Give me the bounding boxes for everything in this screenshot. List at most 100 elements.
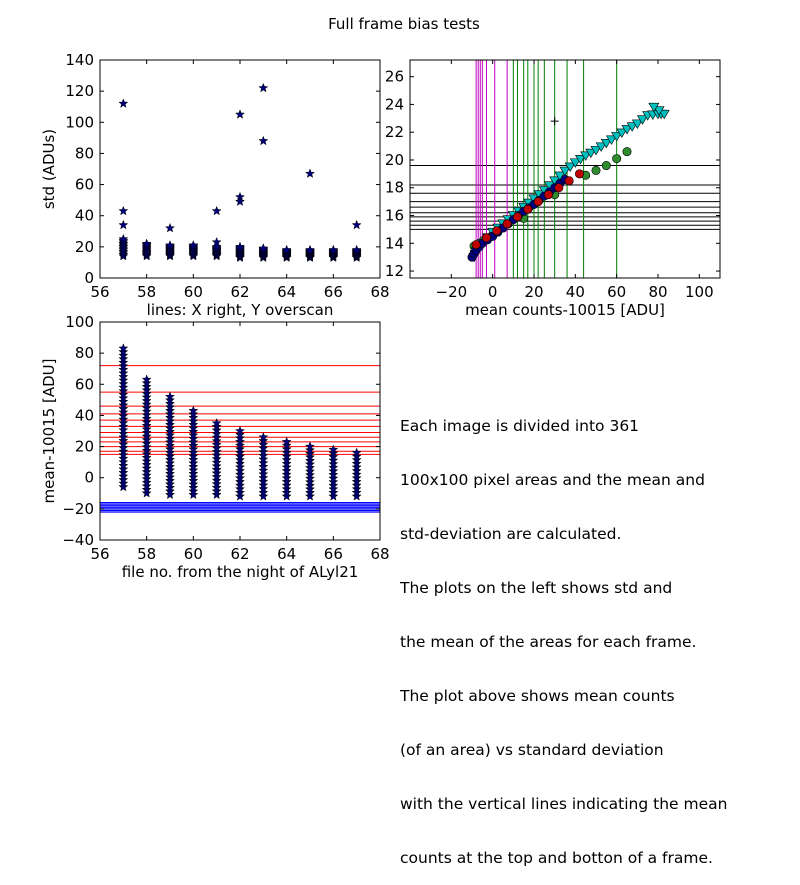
x-tick-label: 0: [488, 283, 498, 301]
data-point: [141, 477, 152, 487]
data-point: [258, 461, 269, 472]
data-point: [234, 472, 246, 483]
data-point: [118, 449, 129, 460]
data-point: [118, 205, 129, 216]
x-tick-label: 60: [607, 283, 626, 301]
data-point: [281, 465, 292, 476]
data-point: [611, 132, 623, 142]
data-point: [188, 436, 199, 447]
y-tick-label: 14: [385, 234, 404, 252]
subplot-1: 56 58 60 62 64 66 68 0 20 40 60 80 100 120 140 lines: X…: [40, 51, 390, 319]
y-tick-label: 80: [75, 144, 94, 162]
data-point: [328, 483, 339, 494]
data-point: [188, 468, 199, 479]
data-point: [512, 212, 522, 222]
data-point: [533, 197, 543, 207]
data-point: [591, 165, 601, 175]
data-point: [304, 455, 316, 466]
data-point: [141, 480, 152, 491]
data-point: [304, 487, 316, 498]
data-point: [585, 148, 597, 159]
data-point: [118, 456, 129, 467]
y-tick-label: 80: [75, 344, 94, 362]
data-point: [234, 458, 246, 468]
y-tick-label: 20: [385, 151, 404, 169]
data-point: [481, 233, 491, 243]
data-point: [234, 491, 246, 501]
data-point: [569, 158, 581, 168]
data-point: [118, 460, 129, 471]
y-tick-label: 100: [65, 113, 94, 131]
data-point: [351, 491, 362, 501]
data-point: [258, 479, 269, 490]
data-point: [118, 442, 129, 453]
data-point: [523, 204, 533, 214]
data-point: [164, 450, 176, 461]
data-point: [164, 415, 176, 426]
data-point: [188, 461, 199, 472]
x-axis-label: lines: X right, Y overscan: [147, 301, 334, 319]
data-point: [118, 368, 129, 378]
data-point: [281, 483, 292, 494]
data-point: [211, 241, 222, 252]
data-point: [351, 447, 362, 458]
data-point: [281, 436, 292, 447]
data-point: [211, 435, 222, 446]
data-point: [304, 466, 316, 476]
data-point: [141, 473, 152, 484]
data-point: [188, 429, 199, 440]
y-tick-label: 26: [385, 68, 404, 86]
data-point: [351, 244, 362, 255]
data-point: [141, 238, 152, 249]
data-point: [211, 450, 222, 460]
data-point: [141, 384, 152, 395]
x-tick-label: 60: [184, 545, 203, 563]
data-point: [188, 479, 199, 489]
data-point: [351, 219, 362, 230]
data-point: [351, 476, 362, 487]
data-point: [164, 419, 176, 430]
data-point: [141, 456, 152, 466]
data-point: [118, 467, 129, 478]
annotation-line: the mean of the areas for each frame.: [400, 633, 697, 651]
data-point: [258, 468, 269, 479]
data-point: [164, 426, 176, 437]
data-point: [281, 462, 292, 472]
data-point: [118, 431, 129, 442]
annotation-line: 100x100 pixel areas and the mean and: [400, 471, 705, 489]
data-point: [234, 425, 246, 436]
data-point: [141, 377, 152, 388]
data-point: [258, 439, 269, 449]
data-point: [631, 119, 643, 129]
y-tick-label: 12: [385, 262, 404, 280]
annotation-line: counts at the top and botton of a frame.: [400, 849, 713, 867]
data-point: [211, 425, 222, 435]
data-point: [234, 436, 246, 447]
data-point: [258, 450, 269, 461]
data-point: [328, 455, 339, 465]
data-point: [188, 419, 199, 430]
data-point: [574, 154, 587, 165]
y-tick-label: 16: [385, 207, 404, 225]
data-point: [164, 475, 176, 486]
data-point: [141, 388, 152, 399]
data-point: [118, 414, 129, 424]
data-point: [141, 399, 152, 409]
data-point: [304, 168, 316, 178]
x-tick-label: 66: [324, 545, 343, 563]
data-point: [118, 428, 129, 439]
data-point: [141, 392, 152, 402]
data-point: [595, 142, 607, 152]
data-point: [605, 135, 618, 145]
x-tick-label: 66: [324, 283, 343, 301]
data-point: [164, 472, 176, 482]
data-point: [304, 244, 316, 255]
data-point: [141, 406, 152, 416]
data-point: [118, 446, 129, 456]
data-point: [234, 483, 246, 494]
data-point: [141, 452, 152, 463]
data-point: [328, 469, 339, 480]
data-point: [164, 239, 176, 250]
data-point: [211, 464, 222, 475]
data-point: [118, 463, 129, 474]
